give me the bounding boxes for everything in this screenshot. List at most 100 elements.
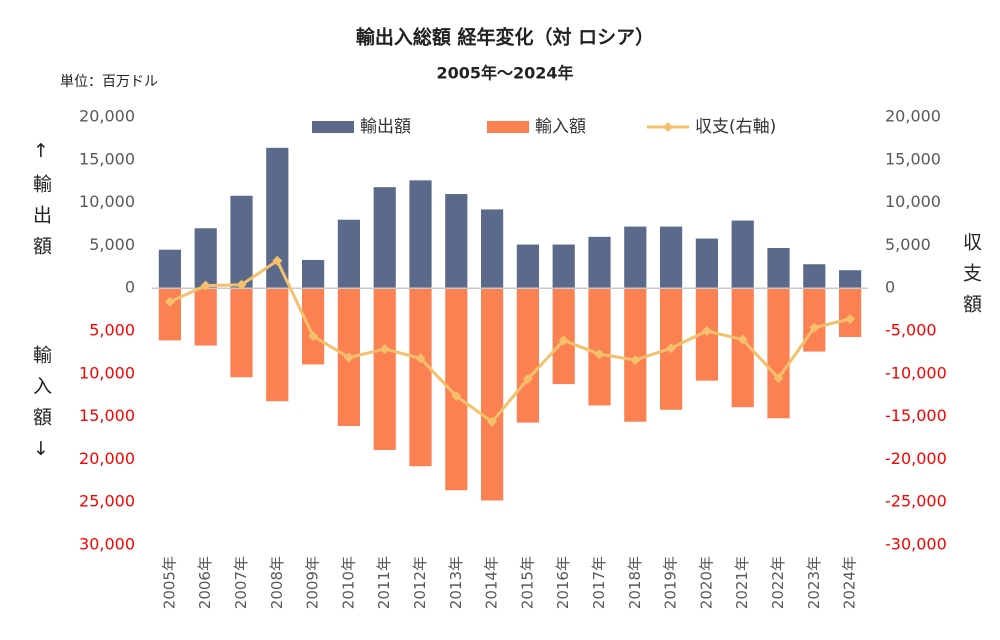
x-tick-label: 2012年 — [411, 556, 429, 609]
y-axis-label-bottom: 輸入額↓ — [30, 345, 52, 472]
line-marker — [845, 314, 856, 325]
chart-title: 輸出入総額 経年変化（対 ロシア） — [356, 26, 654, 49]
bar — [266, 288, 289, 402]
bar — [409, 288, 432, 467]
y-tick-label: 5,000 — [89, 321, 135, 340]
line-marker — [451, 391, 462, 402]
x-tick-label: 2015年 — [518, 556, 536, 609]
y-tick-label: 15,000 — [79, 149, 135, 168]
y-tick-label: 30,000 — [79, 535, 135, 554]
bar — [337, 219, 360, 289]
line-marker — [343, 352, 354, 363]
legend-label: 収支(右軸) — [695, 117, 776, 137]
chart-subtitle: 2005年～2024年 — [436, 64, 573, 83]
line-marker — [415, 353, 426, 364]
legend-swatch — [312, 121, 354, 133]
bar — [194, 228, 217, 289]
y-tick-label: 10,000 — [79, 192, 135, 211]
bar — [266, 147, 289, 289]
y2-tick-label: 15,000 — [885, 149, 941, 168]
y2-tick-label: 5,000 — [885, 235, 931, 254]
x-tick-label: 2018年 — [626, 556, 644, 609]
legend-swatch — [487, 121, 529, 133]
legend-marker — [663, 122, 673, 132]
bar — [230, 195, 253, 289]
bar — [731, 288, 754, 408]
x-tick-label: 2013年 — [447, 556, 465, 609]
line — [169, 258, 851, 424]
x-tick-label: 2022年 — [769, 556, 787, 609]
y-tick-label: 0 — [125, 278, 135, 297]
y-axis-label-top: ↑輸出額 — [30, 140, 52, 267]
y2-tick-label: -10,000 — [885, 363, 947, 382]
y-tick-label: 15,000 — [79, 406, 135, 425]
x-tick-label: 2007年 — [232, 556, 250, 609]
y2-tick-label: -5,000 — [885, 321, 937, 340]
bar — [695, 238, 718, 289]
line-marker — [773, 373, 784, 384]
bar — [302, 259, 325, 289]
line-marker — [236, 279, 247, 290]
bar — [481, 288, 504, 501]
line-marker — [272, 255, 283, 266]
line-marker — [379, 343, 390, 354]
line-marker — [737, 334, 748, 345]
bar — [839, 270, 862, 289]
x-tick-label: 2019年 — [662, 556, 680, 609]
y2-tick-label: 10,000 — [885, 192, 941, 211]
bar — [373, 187, 396, 289]
line-marker — [558, 335, 569, 346]
x-tick-label: 2005年 — [160, 556, 178, 609]
line-marker — [701, 326, 712, 336]
bar — [588, 288, 611, 406]
y2-axis-label: 収支額 — [960, 232, 982, 325]
bar — [158, 288, 181, 341]
y2-tick-label: -15,000 — [885, 406, 947, 425]
bar — [731, 220, 754, 289]
x-tick-label: 2009年 — [304, 556, 322, 609]
line-marker — [164, 296, 175, 307]
bar — [445, 194, 468, 289]
bar — [445, 288, 468, 491]
bar — [158, 249, 181, 289]
bar — [516, 288, 539, 423]
bar — [481, 209, 504, 289]
bar — [624, 288, 647, 422]
line-marker — [487, 416, 498, 427]
line-marker — [594, 349, 605, 360]
line-marker — [809, 322, 820, 333]
bar — [409, 180, 432, 289]
bar — [302, 288, 325, 365]
bar — [803, 264, 826, 289]
y2-tick-label: -25,000 — [885, 492, 947, 511]
bar — [552, 244, 575, 289]
unit-label: 単位：百万ドル — [60, 74, 158, 90]
line-marker — [200, 280, 211, 291]
bar — [767, 288, 790, 419]
x-tick-label: 2020年 — [697, 556, 715, 609]
x-tick-label: 2010年 — [339, 556, 357, 609]
bar — [767, 247, 790, 289]
x-tick-label: 2023年 — [805, 556, 823, 609]
bar — [839, 288, 862, 337]
legend-label: 輸出額 — [360, 117, 411, 137]
y2-tick-label: 20,000 — [885, 107, 941, 126]
bar — [230, 288, 253, 378]
bar — [624, 226, 647, 289]
line-marker — [666, 343, 677, 354]
y-tick-label: 25,000 — [79, 492, 135, 511]
x-tick-label: 2011年 — [375, 556, 393, 609]
x-tick-label: 2024年 — [841, 556, 859, 609]
line-marker — [522, 373, 533, 384]
bar — [803, 288, 826, 352]
x-tick-label: 2008年 — [268, 556, 286, 609]
bar — [194, 288, 217, 346]
x-tick-label: 2021年 — [733, 556, 751, 609]
bar — [516, 244, 539, 289]
line-marker — [308, 331, 319, 342]
x-tick-label: 2006年 — [196, 556, 214, 609]
y-tick-label: 20,000 — [79, 449, 135, 468]
line-marker — [630, 355, 641, 366]
